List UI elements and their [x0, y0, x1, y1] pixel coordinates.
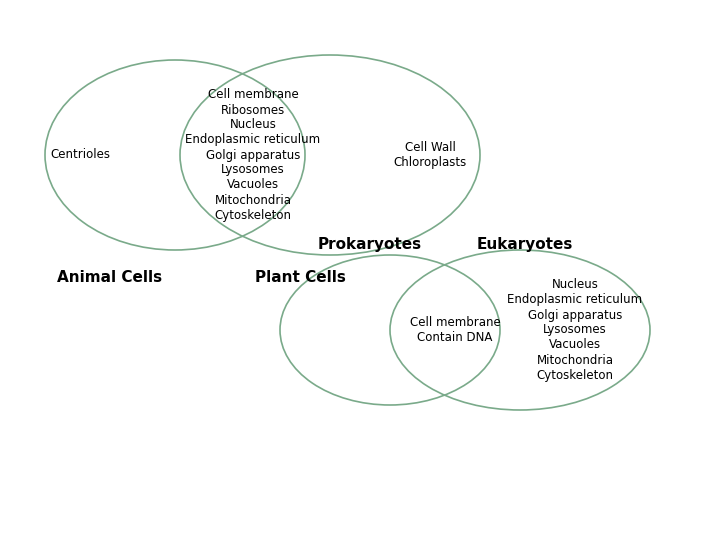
Text: Cell membrane
Contain DNA: Cell membrane Contain DNA [410, 316, 500, 344]
Text: Plant Cells: Plant Cells [255, 271, 346, 286]
Text: Centrioles: Centrioles [50, 148, 110, 161]
Text: Eukaryotes: Eukaryotes [477, 238, 573, 253]
Text: Cell Wall
Chloroplasts: Cell Wall Chloroplasts [393, 141, 467, 169]
Text: Cell membrane
Ribosomes
Nucleus
Endoplasmic reticulum
Golgi apparatus
Lysosomes
: Cell membrane Ribosomes Nucleus Endoplas… [186, 89, 320, 221]
Text: Nucleus
Endoplasmic reticulum
Golgi apparatus
Lysosomes
Vacuoles
Mitochondria
Cy: Nucleus Endoplasmic reticulum Golgi appa… [508, 279, 642, 381]
Text: Prokaryotes: Prokaryotes [318, 238, 422, 253]
Text: Animal Cells: Animal Cells [58, 271, 163, 286]
